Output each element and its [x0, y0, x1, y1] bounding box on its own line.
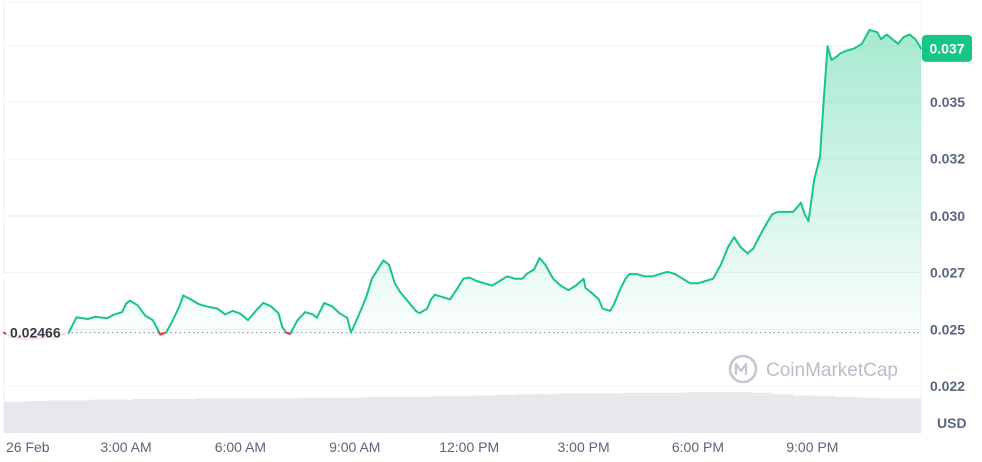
volume-bar — [387, 396, 410, 433]
volume-bar — [771, 394, 794, 433]
volume-bar — [707, 392, 730, 433]
volume-bar — [643, 392, 666, 433]
volume-bar — [110, 399, 133, 433]
x-tick-label: 6:00 AM — [215, 439, 266, 455]
x-axis: 26 Feb 3:00 AM 6:00 AM 9:00 AM 12:00 PM 3:00 … — [6, 439, 838, 455]
price-line-up — [67, 299, 161, 334]
volume-bar — [89, 399, 112, 433]
watermark-text: CoinMarketCap — [766, 360, 898, 381]
area-fill — [4, 29, 921, 333]
volume-bar — [515, 394, 538, 433]
volume-bar — [793, 395, 815, 433]
volume-bar — [473, 395, 495, 433]
price-line-down — [158, 331, 167, 336]
volume-bar — [451, 396, 474, 433]
volume-bar — [366, 396, 389, 433]
x-tick-label: 3:00 AM — [100, 439, 151, 455]
current-price-label: 0.037 — [929, 40, 964, 56]
x-tick-label: 6:00 PM — [672, 439, 724, 455]
volume-bar — [601, 393, 623, 433]
volume-bar — [131, 399, 154, 433]
watermark: CoinMarketCap — [728, 354, 898, 384]
baseline-label-group: 0.02466 — [6, 322, 68, 343]
volume-bar — [153, 399, 176, 433]
volume-bar — [665, 392, 687, 433]
y-tick-label: 0.030 — [930, 208, 965, 224]
baseline-label: 0.02466 — [10, 325, 61, 341]
volume-bar — [4, 401, 26, 433]
volume-bar — [430, 396, 453, 433]
volume-bar — [281, 398, 304, 433]
price-line-up — [289, 28, 922, 334]
volume-bar — [878, 398, 901, 433]
coinmarketcap-logo-icon — [728, 354, 758, 384]
volume-bar — [835, 396, 858, 433]
volume-bar — [46, 400, 69, 433]
volume-bar — [579, 393, 602, 433]
y-tick-label: 0.025 — [930, 321, 965, 337]
volume-bar — [174, 399, 197, 433]
volume-bar — [67, 400, 90, 433]
x-tick-label: 26 Feb — [6, 439, 50, 455]
x-tick-label: 9:00 AM — [329, 439, 380, 455]
baseline-label-bg — [6, 322, 68, 343]
y-tick-label: 0.027 — [930, 264, 965, 280]
volume-bar — [622, 392, 645, 433]
area-fill-above-baseline — [4, 29, 921, 333]
volume-bar — [323, 397, 346, 433]
current-price-badge-bg — [922, 34, 972, 62]
y-tick-label: 0.022 — [930, 378, 965, 394]
volume-bar — [814, 396, 837, 433]
volume-bar — [217, 398, 240, 433]
price-line-up — [165, 294, 288, 334]
volume-bars — [4, 392, 922, 433]
volume-bar — [899, 398, 922, 433]
volume-bar — [857, 397, 879, 433]
y-axis: 0.022 0.025 0.027 0.030 0.032 0.035 — [930, 94, 965, 394]
x-tick-label: 12:00 PM — [439, 439, 499, 455]
y-tick-label: 0.035 — [930, 94, 965, 110]
volume-bar — [25, 401, 48, 433]
volume-bar — [686, 392, 709, 433]
volume-bar — [729, 392, 751, 433]
volume-bar — [302, 397, 325, 433]
unit-label: USD — [937, 415, 967, 431]
volume-bar — [750, 392, 773, 433]
volume-bar — [345, 397, 368, 433]
x-tick-label: 9:00 PM — [786, 439, 838, 455]
volume-bar — [558, 393, 581, 433]
volume-bar — [494, 394, 517, 433]
volume-bar — [259, 398, 282, 433]
volume-bar — [238, 398, 261, 433]
volume-bar — [195, 398, 218, 433]
x-tick-label: 3:00 PM — [557, 439, 609, 455]
volume-bar — [409, 396, 432, 433]
y-tick-label: 0.032 — [930, 151, 965, 167]
current-price-badge: 0.037 — [922, 34, 972, 62]
volume-bar — [537, 394, 559, 433]
